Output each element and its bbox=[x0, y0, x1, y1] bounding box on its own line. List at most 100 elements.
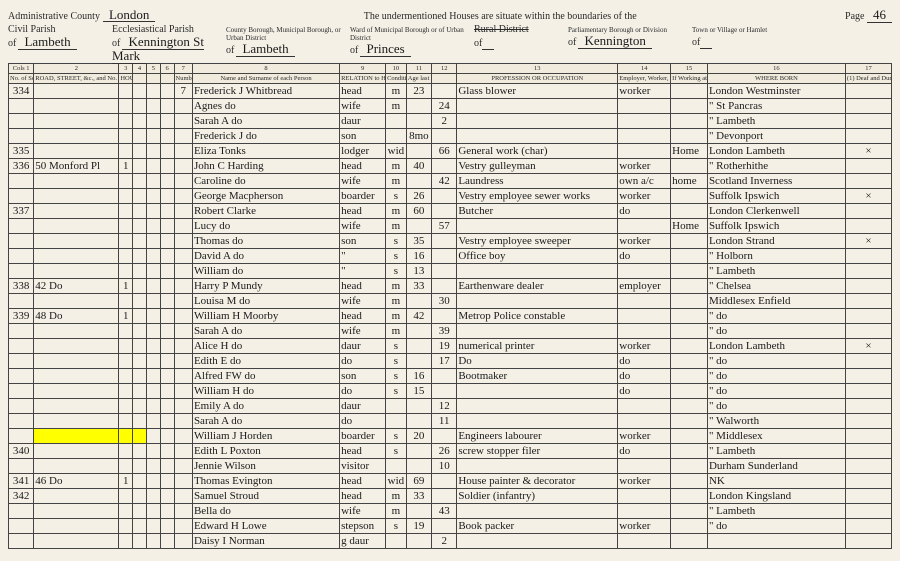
cell-sched bbox=[9, 414, 34, 429]
cell-inf bbox=[845, 519, 891, 534]
parl-borough: Kennington bbox=[578, 33, 651, 49]
cell-born: London Lambeth bbox=[707, 144, 845, 159]
cell-rooms: 7 bbox=[174, 84, 192, 99]
cell-h2 bbox=[133, 114, 147, 129]
cell-h4 bbox=[160, 309, 174, 324]
cell-cond: s bbox=[386, 264, 407, 279]
cell-emp: worker bbox=[618, 159, 671, 174]
cell-h4 bbox=[160, 504, 174, 519]
cell-h1: 1 bbox=[119, 279, 133, 294]
cell-home: home bbox=[671, 174, 708, 189]
cell-home bbox=[671, 264, 708, 279]
cell-h2 bbox=[133, 534, 147, 549]
cell-cond: s bbox=[386, 189, 407, 204]
cell-h4 bbox=[160, 144, 174, 159]
table-row: Alice H dodaurs19numerical printerworker… bbox=[9, 339, 892, 354]
cell-rooms bbox=[174, 159, 192, 174]
cell-born: " Walworth bbox=[707, 414, 845, 429]
cell-occ: General work (char) bbox=[457, 144, 618, 159]
cell-rooms bbox=[174, 249, 192, 264]
cell-h4 bbox=[160, 429, 174, 444]
cell-name: William H do bbox=[192, 384, 339, 399]
cell-born: " do bbox=[707, 324, 845, 339]
cell-rooms bbox=[174, 339, 192, 354]
cell-rooms bbox=[174, 519, 192, 534]
cell-emp bbox=[618, 459, 671, 474]
cell-occ bbox=[457, 99, 618, 114]
table-row: 33948 Do1William H Moorbyheadm42Metrop P… bbox=[9, 309, 892, 324]
cell-born: London Strand bbox=[707, 234, 845, 249]
cell-home bbox=[671, 399, 708, 414]
cell-h3 bbox=[146, 189, 160, 204]
cell-addr bbox=[34, 519, 119, 534]
cell-rel: son bbox=[340, 234, 386, 249]
col-header: RELATION to Head of Family bbox=[340, 74, 386, 84]
cell-h2 bbox=[133, 279, 147, 294]
cell-h2 bbox=[133, 414, 147, 429]
page-number: 46 bbox=[867, 7, 892, 23]
cell-rel: head bbox=[340, 279, 386, 294]
cell-ageM: 42 bbox=[406, 309, 431, 324]
cell-name: William do bbox=[192, 264, 339, 279]
cell-inf bbox=[845, 264, 891, 279]
cell-rooms bbox=[174, 309, 192, 324]
cell-sched: 342 bbox=[9, 489, 34, 504]
cell-home bbox=[671, 414, 708, 429]
cell-name: Alice H do bbox=[192, 339, 339, 354]
cell-rel: do bbox=[340, 384, 386, 399]
cell-inf bbox=[845, 444, 891, 459]
cell-sched: 336 bbox=[9, 159, 34, 174]
cell-h1 bbox=[119, 99, 133, 114]
cell-born: " do bbox=[707, 384, 845, 399]
cell-inf bbox=[845, 159, 891, 174]
cell-home bbox=[671, 99, 708, 114]
cell-rel: head bbox=[340, 84, 386, 99]
cell-inf bbox=[845, 279, 891, 294]
cell-addr bbox=[34, 294, 119, 309]
cell-cond: s bbox=[386, 519, 407, 534]
cell-sched: 334 bbox=[9, 84, 34, 99]
cell-rooms bbox=[174, 219, 192, 234]
cell-sched bbox=[9, 219, 34, 234]
cell-h2 bbox=[133, 294, 147, 309]
cell-home bbox=[671, 114, 708, 129]
cell-inf bbox=[845, 294, 891, 309]
cell-born: " Devonport bbox=[707, 129, 845, 144]
cell-cond bbox=[386, 129, 407, 144]
cell-h1 bbox=[119, 249, 133, 264]
cell-home: Home bbox=[671, 219, 708, 234]
cell-h3 bbox=[146, 219, 160, 234]
cell-occ: numerical printer bbox=[457, 339, 618, 354]
cell-ageM bbox=[406, 459, 431, 474]
cell-h3 bbox=[146, 534, 160, 549]
cell-ageM bbox=[406, 324, 431, 339]
cell-h1 bbox=[119, 369, 133, 384]
cell-cond bbox=[386, 114, 407, 129]
cell-addr: 46 Do bbox=[34, 474, 119, 489]
cell-inf bbox=[845, 534, 891, 549]
col-header bbox=[133, 74, 147, 84]
page-header: Administrative County London The underme… bbox=[8, 8, 892, 22]
cell-sched: 335 bbox=[9, 144, 34, 159]
table-row: Emily A dodaur12" do bbox=[9, 399, 892, 414]
cell-rooms bbox=[174, 399, 192, 414]
cell-ageM: 40 bbox=[406, 159, 431, 174]
cell-addr bbox=[34, 429, 119, 444]
cell-home bbox=[671, 279, 708, 294]
cell-h1 bbox=[119, 534, 133, 549]
cell-cond: m bbox=[386, 489, 407, 504]
cell-ageM bbox=[406, 219, 431, 234]
cell-name: Sarah A do bbox=[192, 414, 339, 429]
cell-h4 bbox=[160, 159, 174, 174]
cell-h1 bbox=[119, 204, 133, 219]
cell-ageF: 42 bbox=[432, 174, 457, 189]
cell-inf bbox=[845, 114, 891, 129]
cell-cond: m bbox=[386, 159, 407, 174]
cell-cond bbox=[386, 534, 407, 549]
cell-name: Emily A do bbox=[192, 399, 339, 414]
cell-rel: do bbox=[340, 414, 386, 429]
cell-emp bbox=[618, 489, 671, 504]
cell-h4 bbox=[160, 189, 174, 204]
cell-emp bbox=[618, 504, 671, 519]
cell-ageM: 60 bbox=[406, 204, 431, 219]
